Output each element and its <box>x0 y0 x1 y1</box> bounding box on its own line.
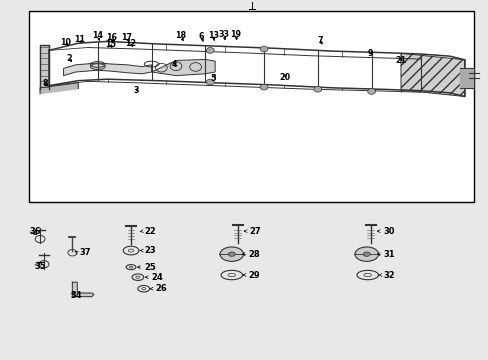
Text: 32: 32 <box>383 271 394 279</box>
Text: 24: 24 <box>151 273 163 282</box>
Text: 9: 9 <box>367 49 373 58</box>
Text: 7: 7 <box>316 36 322 45</box>
Polygon shape <box>72 282 94 297</box>
Polygon shape <box>151 59 215 76</box>
Ellipse shape <box>354 247 378 261</box>
Ellipse shape <box>228 252 235 256</box>
Text: 37: 37 <box>79 248 91 257</box>
Text: 14: 14 <box>92 31 103 40</box>
Circle shape <box>367 89 375 94</box>
Circle shape <box>206 48 214 53</box>
Text: 34: 34 <box>70 291 82 300</box>
Polygon shape <box>400 53 464 96</box>
Circle shape <box>260 84 267 90</box>
Ellipse shape <box>220 247 243 261</box>
Text: 15: 15 <box>105 40 116 49</box>
Text: 4: 4 <box>171 60 177 69</box>
Text: 31: 31 <box>383 250 394 258</box>
Text: 13: 13 <box>207 31 218 40</box>
Polygon shape <box>63 63 151 76</box>
Text: 18: 18 <box>175 31 186 40</box>
Text: 17: 17 <box>122 33 132 42</box>
Polygon shape <box>40 83 78 94</box>
Text: 27: 27 <box>249 227 261 236</box>
Circle shape <box>260 46 267 52</box>
Text: 28: 28 <box>248 250 260 258</box>
Text: 33: 33 <box>218 31 229 40</box>
Circle shape <box>313 86 321 92</box>
Bar <box>29 11 473 202</box>
Polygon shape <box>40 45 49 89</box>
Text: 19: 19 <box>230 31 241 40</box>
Text: 23: 23 <box>144 246 156 255</box>
Text: 29: 29 <box>248 271 260 279</box>
Circle shape <box>206 79 214 85</box>
Text: 8: 8 <box>42 79 48 88</box>
Polygon shape <box>459 68 473 88</box>
Text: 16: 16 <box>106 33 117 42</box>
Ellipse shape <box>363 252 369 256</box>
Text: 36: 36 <box>29 227 41 236</box>
Text: 21: 21 <box>395 56 406 65</box>
Text: 22: 22 <box>144 227 156 236</box>
Text: 20: 20 <box>279 72 289 81</box>
Text: 35: 35 <box>34 262 46 271</box>
Text: 11: 11 <box>74 35 85 44</box>
Text: 3: 3 <box>133 86 139 95</box>
Text: 25: 25 <box>144 263 156 271</box>
Text: 30: 30 <box>383 227 394 236</box>
Text: 10: 10 <box>60 38 71 47</box>
Text: 26: 26 <box>155 284 167 293</box>
Text: 12: 12 <box>125 40 136 49</box>
Text: 6: 6 <box>198 32 204 41</box>
Text: 5: 5 <box>210 74 216 83</box>
Text: 2: 2 <box>66 54 72 63</box>
